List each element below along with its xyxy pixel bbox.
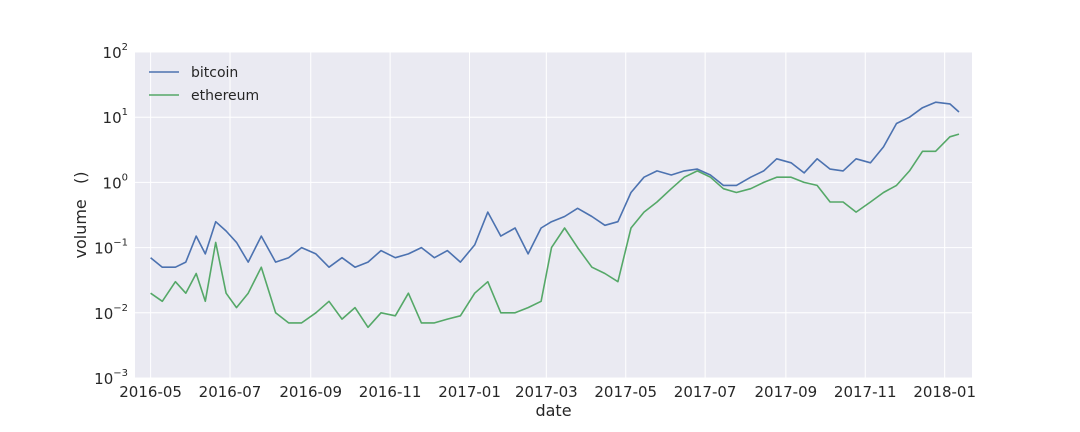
y-tick-exponent: 2 — [122, 42, 128, 53]
x-tick-label: 2017-03 — [515, 383, 578, 401]
series-line-bitcoin — [150, 101, 960, 269]
x-tick-label: 2016-07 — [199, 383, 262, 401]
y-tick-base: 10 — [103, 174, 122, 192]
x-tick-label: 2017-11 — [834, 383, 897, 401]
x-tick-label: 2017-07 — [674, 383, 737, 401]
y-tick-base: 10 — [94, 240, 113, 258]
y-axis-label: volume () — [71, 171, 90, 258]
series-line-ethereum — [150, 133, 960, 329]
legend-label-bitcoin: bitcoin — [191, 65, 238, 81]
x-tick-label: 2017-09 — [755, 383, 818, 401]
x-tick-label: 2018-01 — [913, 383, 976, 401]
y-tick-base: 10 — [94, 305, 113, 323]
gridlines — [135, 51, 972, 379]
x-tick-label: 2016-09 — [279, 383, 342, 401]
legend: bitcoin ethereum — [149, 65, 259, 104]
legend-label-ethereum: ethereum — [191, 88, 259, 104]
y-tick-exponent: −2 — [113, 303, 128, 314]
x-tick-label: 2017-01 — [438, 383, 501, 401]
y-tick-base: 10 — [103, 44, 122, 62]
y-tick-label: 10−3 — [94, 368, 128, 388]
x-tick-label: 2017-05 — [594, 383, 657, 401]
y-tick-label: 101 — [103, 107, 128, 127]
y-tick-label: 102 — [103, 42, 128, 62]
series-lines — [150, 101, 960, 329]
y-tick-label: 10−1 — [94, 238, 128, 258]
y-tick-base: 10 — [94, 370, 113, 388]
y-tick-label: 100 — [103, 172, 128, 192]
x-axis-label: date — [535, 401, 571, 420]
y-tick-label: 10−2 — [94, 303, 128, 323]
y-tick-exponent: −3 — [113, 368, 128, 379]
y-tick-base: 10 — [103, 109, 122, 127]
y-tick-exponent: 0 — [122, 172, 128, 183]
x-tick-label: 2016-11 — [359, 383, 422, 401]
x-axis-ticks: 2016-05 2016-07 2016-09 2016-11 2017-01 2017-… — [119, 383, 976, 401]
x-tick-label: 2016-05 — [119, 383, 182, 401]
y-tick-exponent: 1 — [122, 107, 128, 118]
y-tick-exponent: −1 — [113, 238, 128, 249]
plot-area — [135, 52, 972, 378]
